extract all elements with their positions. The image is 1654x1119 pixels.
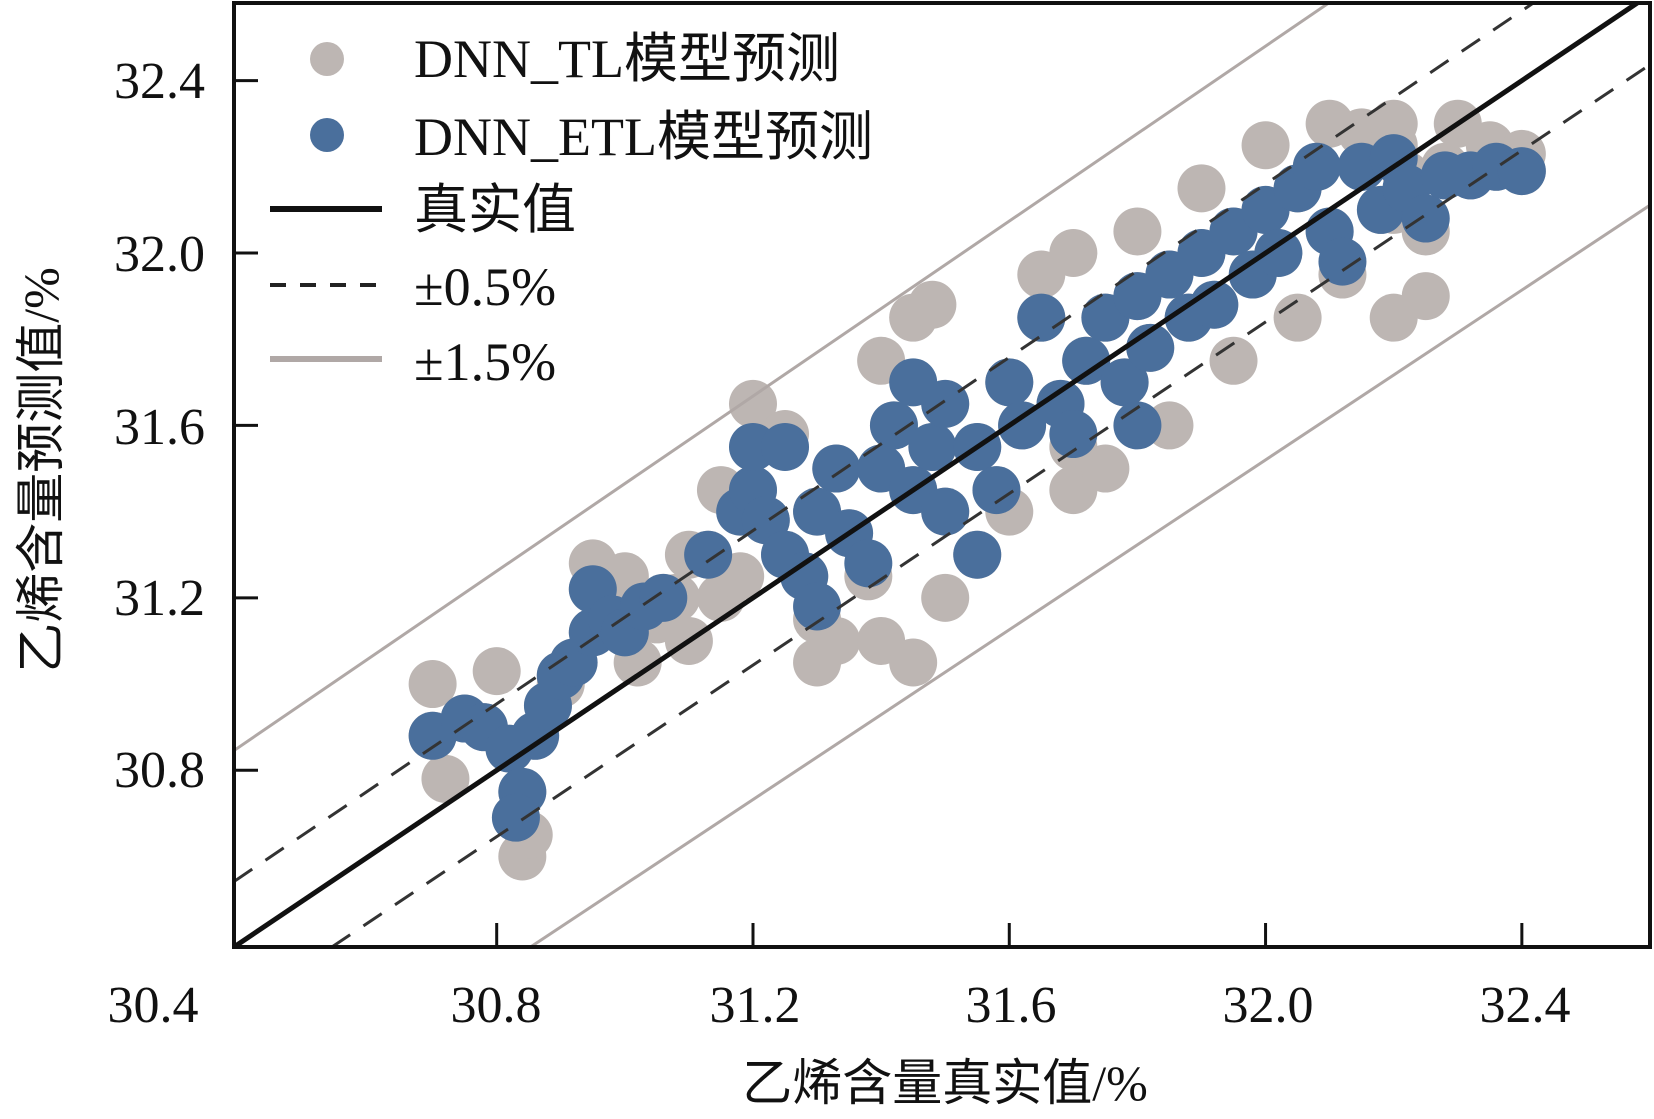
etl-point (1292, 142, 1341, 191)
y-tick-label: 32.0 (114, 226, 205, 283)
etl-point (1113, 401, 1162, 450)
legend-marker-etl (310, 118, 344, 152)
etl-point (972, 466, 1021, 515)
tl-point (1209, 336, 1258, 385)
legend-label-true: 真实值 (414, 180, 576, 240)
tl-point (408, 660, 457, 709)
x-tick-label: 30.4 (108, 977, 199, 1034)
band-1.5-line (529, 203, 1650, 947)
x-tick-label: 31.2 (710, 977, 801, 1034)
tl-point (908, 280, 957, 329)
legend-label-05: ±0.5% (414, 257, 556, 317)
tl-point (1049, 229, 1098, 278)
tl-point (1113, 207, 1162, 256)
axis-ticks (234, 79, 1524, 947)
etl-point (953, 530, 1002, 579)
legend-label-etl: DNN_ETL模型预测 (414, 107, 873, 167)
etl-point (1100, 358, 1149, 407)
etl-point (1017, 293, 1066, 342)
tl-point (921, 573, 970, 622)
tl-point (1081, 444, 1130, 493)
etl-point (869, 401, 918, 450)
etl-point (1049, 410, 1098, 459)
etl-point (491, 793, 540, 842)
etl-point (684, 530, 733, 579)
y-axis-label: 乙烯含量预测值/% (13, 267, 69, 673)
plot-area (234, 3, 1650, 947)
tl-point (421, 754, 470, 803)
y-tick-label: 31.6 (114, 399, 205, 456)
tl-point (889, 638, 938, 687)
plot-frame (232, 1, 1652, 949)
tl-point (1401, 272, 1450, 321)
etl-point (639, 573, 688, 622)
y-tick-label: 30.8 (114, 742, 205, 799)
legend-label-15: ±1.5% (414, 332, 556, 392)
x-axis-label: 乙烯含量真实值/% (742, 1055, 1148, 1111)
x-tick-label: 30.8 (451, 977, 542, 1034)
tl-point (1241, 121, 1290, 170)
etl-point (844, 539, 893, 588)
etl-point (761, 422, 810, 471)
y-tick-label: 31.2 (114, 570, 205, 627)
x-tick-label: 32.0 (1223, 977, 1314, 1034)
tl-point (1369, 99, 1418, 148)
etl-point (1318, 237, 1367, 286)
etl-point (1254, 229, 1303, 278)
etl-point (812, 444, 861, 493)
band-1.5-line (234, 3, 1330, 752)
etl-point (908, 422, 957, 471)
etl-point (1497, 147, 1546, 196)
etl-point (998, 401, 1047, 450)
band-0.5-line (234, 3, 1535, 883)
etl-point (793, 582, 842, 631)
etl-point (985, 358, 1034, 407)
tl-point (728, 379, 777, 428)
etl-point (921, 487, 970, 536)
legend-marker-tl (310, 42, 344, 76)
etl-point (1062, 336, 1111, 385)
y-tick-label: 32.4 (114, 53, 205, 110)
legend-label-tl: DNN_TL模型预测 (414, 29, 840, 89)
tl-point (1177, 164, 1226, 213)
x-tick-label: 31.6 (966, 977, 1057, 1034)
legend: DNN_TL模型预测 DNN_ETL模型预测 真实值 ±0.5% ±1.5% (270, 29, 873, 392)
true-value-line (234, 3, 1639, 947)
tl-point (472, 647, 521, 696)
etl-point (889, 358, 938, 407)
x-tick-label: 32.4 (1480, 977, 1571, 1034)
tl-point (1273, 293, 1322, 342)
